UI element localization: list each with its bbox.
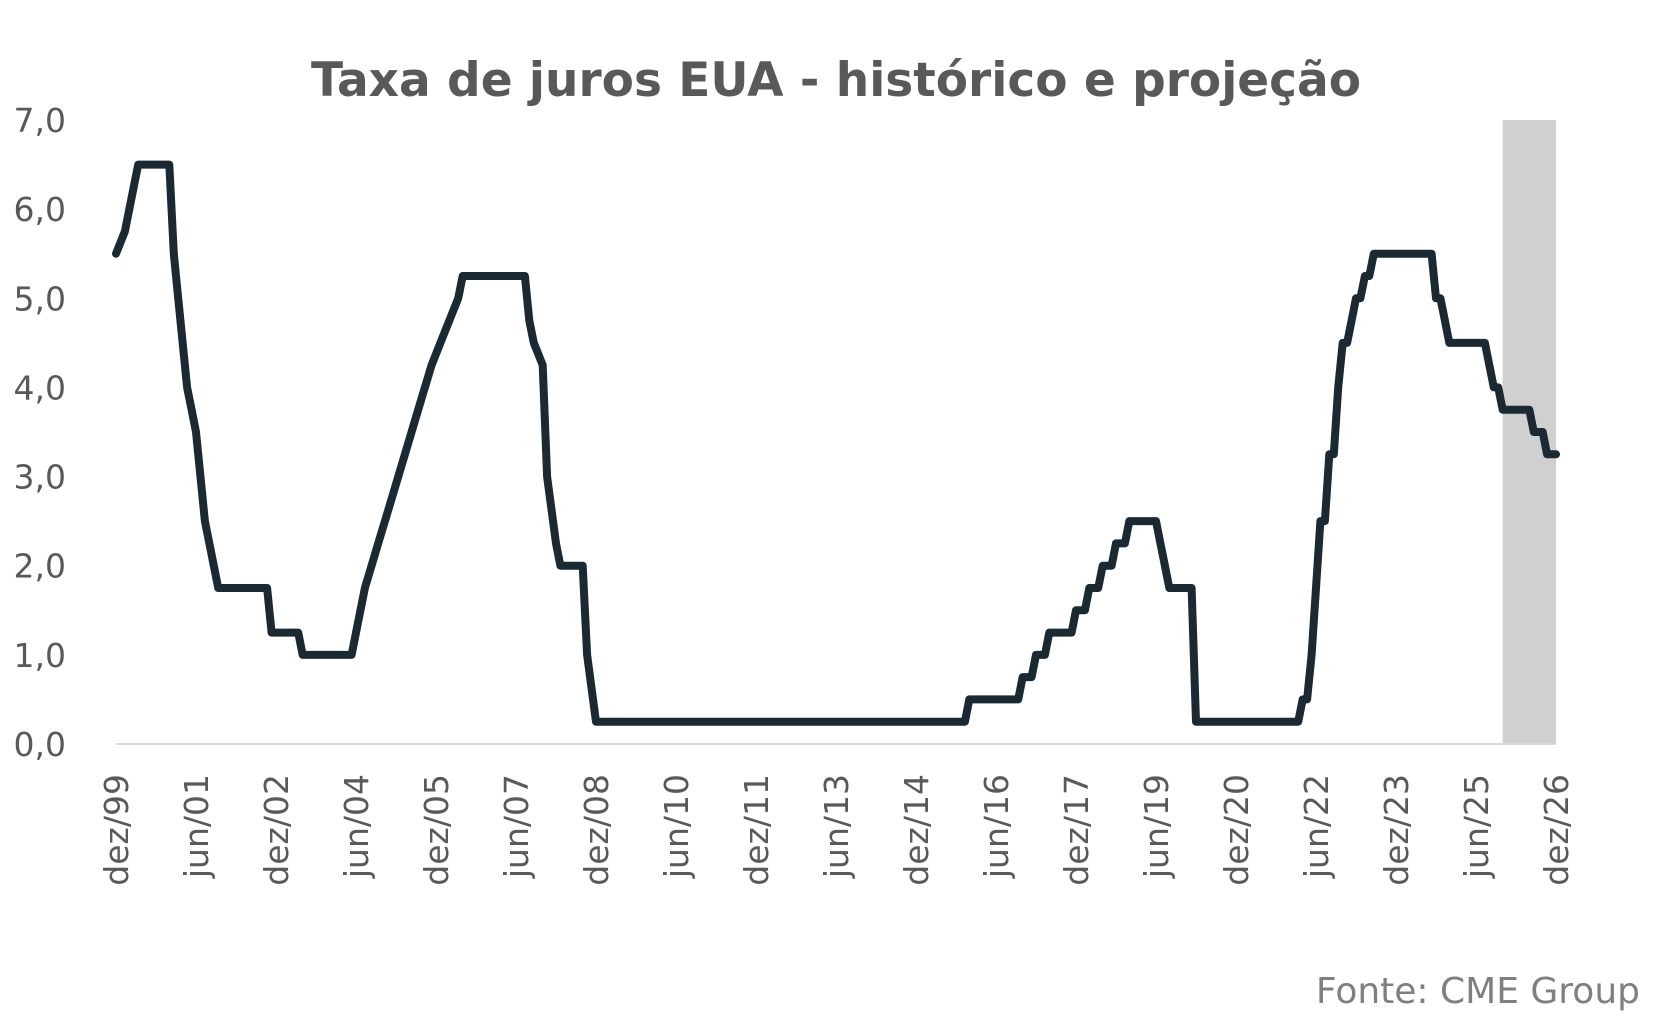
source-note: Fonte: CME Group: [1316, 971, 1640, 1012]
x-tick-label: dez/23: [1377, 774, 1416, 886]
x-tick-label: dez/17: [1057, 774, 1096, 886]
y-tick-label: 5,0: [14, 279, 66, 318]
x-tick-label: dez/14: [897, 774, 936, 886]
chart-title: Taxa de juros EUA - histórico e projeção: [311, 53, 1361, 108]
x-tick-label: jun/10: [657, 774, 696, 879]
x-tick-label: dez/20: [1217, 774, 1256, 886]
y-tick-label: 3,0: [14, 458, 66, 497]
x-tick-label: dez/05: [417, 774, 456, 886]
y-tick-label: 1,0: [14, 636, 66, 675]
x-tick-label: dez/26: [1537, 774, 1576, 886]
y-tick-label: 6,0: [14, 190, 66, 229]
x-tick-label: jun/16: [977, 774, 1016, 879]
x-tick-label: jun/22: [1297, 774, 1336, 879]
series-line: [112, 160, 1560, 726]
x-tick-label: dez/02: [257, 774, 296, 886]
y-tick-label: 0,0: [14, 725, 66, 764]
x-tick-label: jun/19: [1137, 774, 1176, 879]
x-tick-label: jun/07: [497, 774, 536, 879]
projection-band: [1502, 120, 1556, 744]
x-tick-label: jun/25: [1457, 774, 1496, 879]
x-tick-label: dez/08: [577, 774, 616, 886]
y-tick-label: 4,0: [14, 368, 66, 407]
x-tick-label: jun/01: [177, 774, 216, 879]
x-tick-label: dez/99: [97, 774, 136, 886]
y-tick-label: 7,0: [14, 101, 66, 140]
y-tick-label: 2,0: [14, 547, 66, 586]
x-axis-ticks: dez/99 jun/01 dez/02 jun/04 dez/05 jun/07 dez/…: [97, 774, 1576, 886]
x-tick-label: jun/04: [337, 774, 376, 879]
x-tick-label: dez/11: [737, 774, 776, 886]
x-tick-label: jun/13: [817, 774, 856, 879]
y-axis-ticks: 0,0 1,0 2,0 3,0 4,0 5,0 6,0 7,0: [14, 101, 66, 764]
